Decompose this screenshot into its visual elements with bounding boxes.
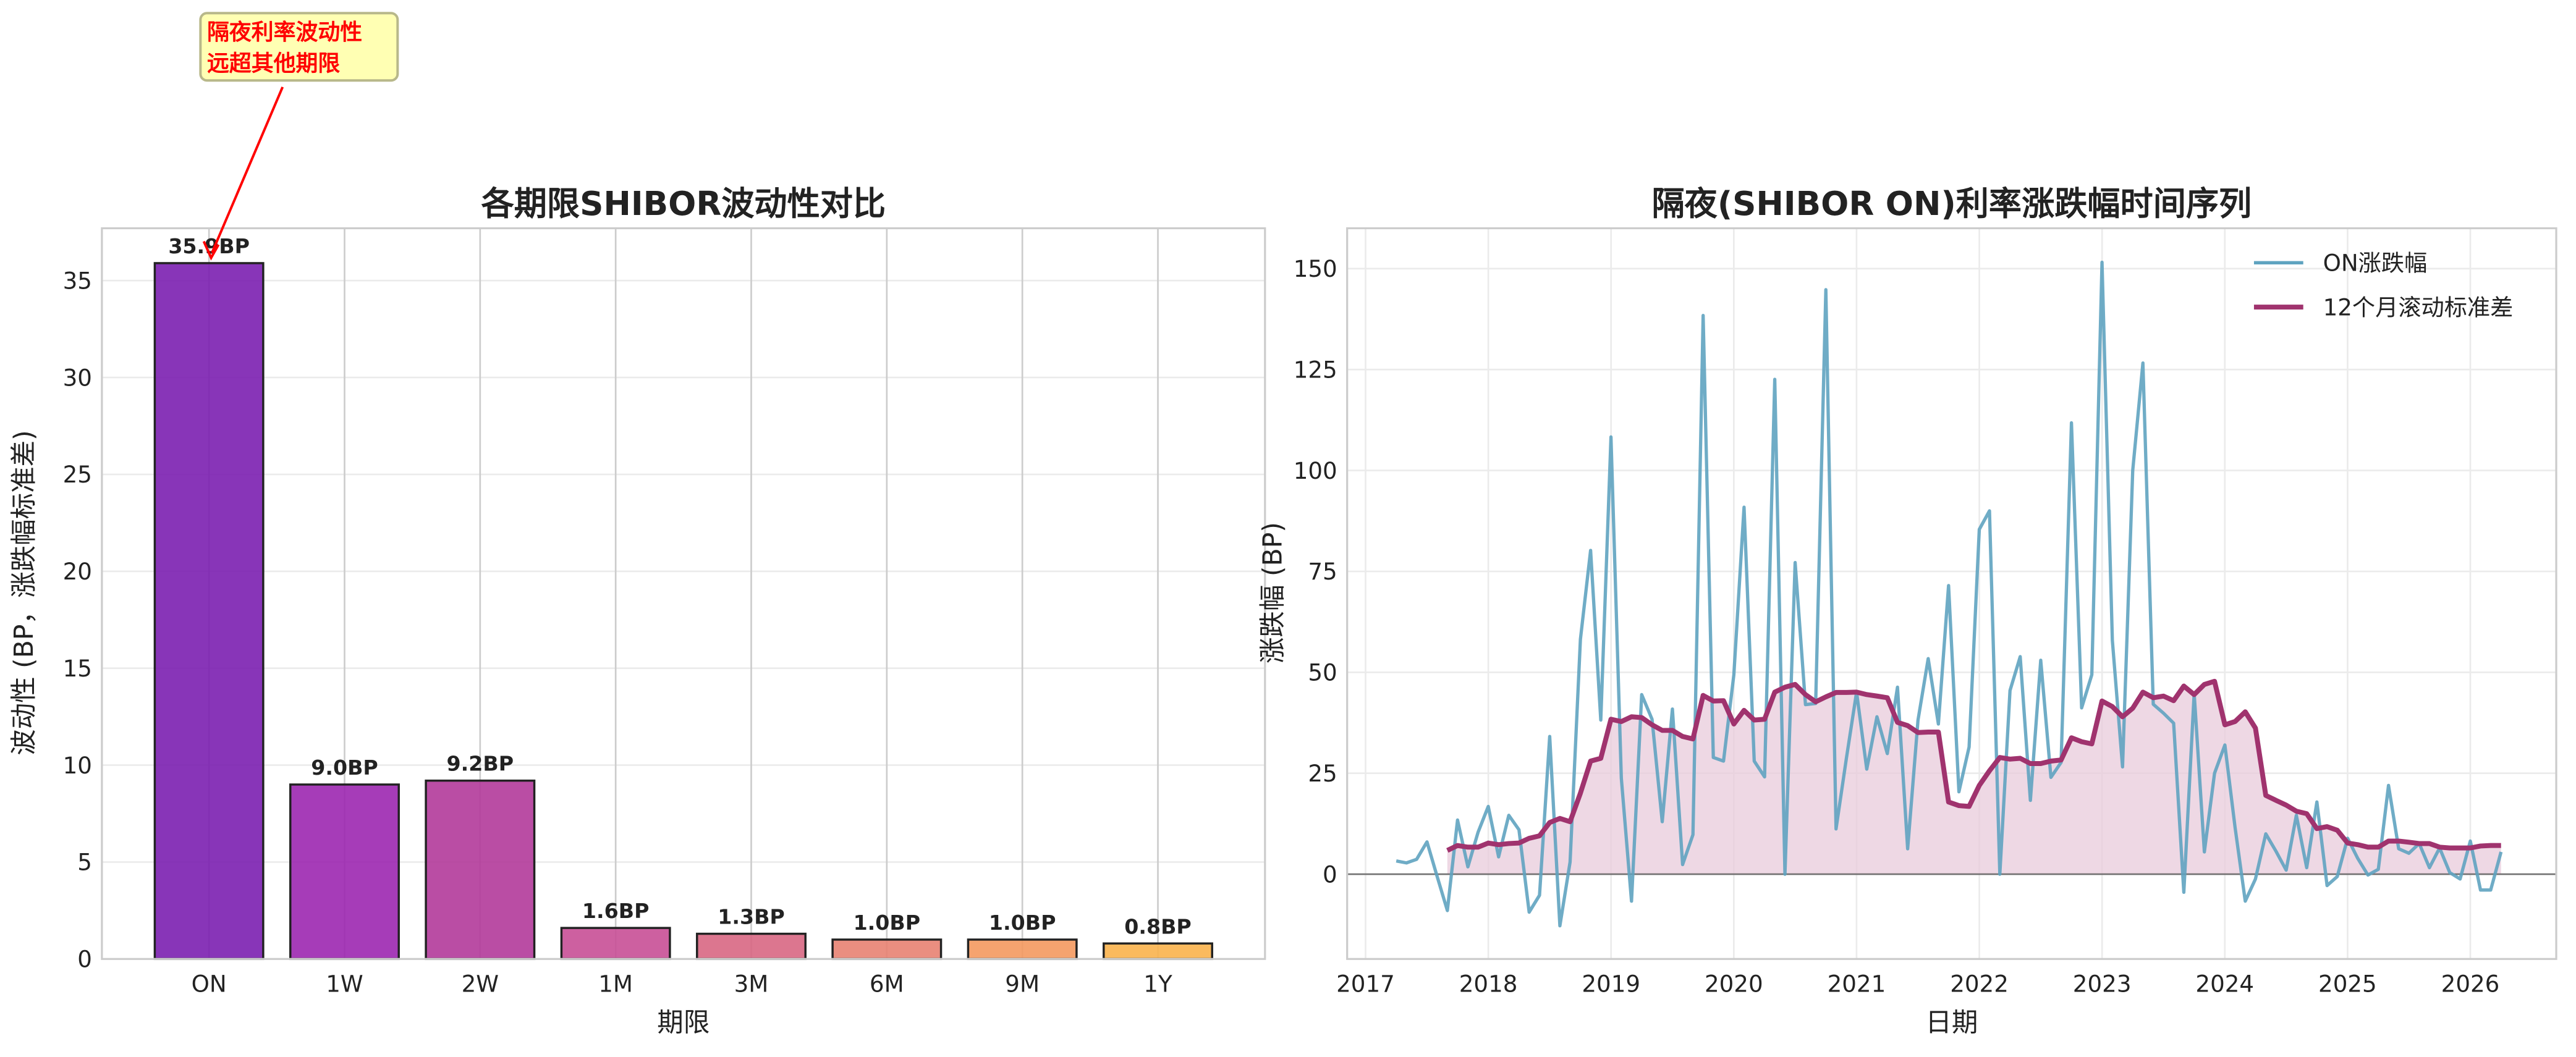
legend-label-on-change: ON涨跌幅 [2323,250,2428,277]
bar-value-label: 1.0BP [989,911,1056,935]
y-tick-label: 30 [63,364,92,391]
x-tick-label: 2025 [2318,970,2377,997]
line-chart-frame [1346,227,2557,960]
bar-value-label: 1.0BP [854,911,921,935]
bar-value-label: 9.0BP [311,756,378,780]
bar-1m [560,927,671,961]
line-chart-ticks: 0 25 50 75 100 125 150 2017 2018 2019 2020 2021 2022… [1294,255,2500,997]
annotation-arrow [211,86,284,254]
x-tick-label: 6M [870,970,904,997]
x-tick-label: 2021 [1828,970,1886,997]
bar-chart-ylabel: 波动性 (BP，涨跌幅标准差) [9,430,40,756]
x-tick-label: 2018 [1459,970,1518,997]
annotation-line-2: 远超其他期限 [207,51,340,76]
y-tick-label: 100 [1294,457,1337,484]
y-tick-label: 50 [1308,659,1337,686]
series-line-rolling-std [1446,678,2501,853]
rolling-std-fill [1447,681,2501,875]
annotation-box [199,12,399,82]
bar-chart-title: 各期限SHIBOR波动性对比 [481,185,886,223]
bar-3m [696,932,807,961]
line-chart: 0 25 50 75 100 125 150 2017 2018 2019 2020 2021 2022… [1258,185,2557,1038]
y-tick-label: 150 [1294,255,1337,282]
line-chart-title: 隔夜(SHIBOR ON)利率涨跌幅时间序列 [1652,185,2252,223]
y-tick-label: 35 [63,267,92,294]
annotation: 隔夜利率波动性 远超其他期限 [199,12,399,261]
bar-chart-ticks: 0510152025303535.9BPON9.0BP1W9.2BP2W1.6B… [63,234,1192,997]
x-tick-label: 2023 [2073,970,2132,997]
line-chart-xlabel: 日期 [1925,1008,1978,1038]
x-tick-label: ON [192,970,227,997]
x-tick-label: 2019 [1582,970,1640,997]
bar-9m [967,938,1078,961]
legend: ON涨跌幅 12个月滚动标准差 [2253,250,2514,321]
x-tick-label: 2026 [2441,970,2500,997]
bar-1w [289,783,400,961]
x-tick-label: 1W [326,970,363,997]
bar-on [153,262,265,961]
line-chart-ylabel: 涨跌幅 (BP) [1258,522,1288,663]
bar-chart-grid [101,228,1265,960]
bar-value-label: 0.8BP [1124,914,1192,938]
x-tick-label: 9M [1005,970,1040,997]
y-tick-label: 5 [77,849,92,876]
y-tick-label: 10 [63,752,92,779]
y-tick-label: 75 [1308,558,1337,585]
x-tick-label: 1M [598,970,633,997]
x-tick-label: 2024 [2195,970,2254,997]
annotation-arrowhead [202,240,220,261]
y-tick-label: 20 [63,558,92,585]
series-line-on-change [1396,260,2503,928]
y-tick-label: 0 [77,946,92,973]
bar-chart: 0510152025303535.9BPON9.0BP1W9.2BP2W1.6B… [9,12,1266,1038]
y-tick-label: 15 [63,655,92,682]
bar-chart-frame [101,227,1266,960]
bar-value-label: 1.6BP [582,899,650,923]
bar-6m [831,938,943,961]
bar-value-label: 1.3BP [718,905,785,929]
x-tick-label: 2020 [1705,970,1763,997]
y-tick-label: 125 [1294,356,1337,383]
bar-value-label: 9.2BP [447,752,514,776]
legend-label-rolling-std: 12个月滚动标准差 [2323,293,2514,321]
y-tick-label: 0 [1323,861,1337,888]
x-tick-label: 2017 [1336,970,1395,997]
x-tick-label: 1Y [1143,970,1172,997]
bar-chart-xlabel: 期限 [657,1008,710,1038]
annotation-line-1: 隔夜利率波动性 [207,20,362,45]
bar-2w [425,779,536,961]
x-tick-label: 2W [462,970,499,997]
y-tick-label: 25 [1308,760,1337,787]
bar-1y [1103,942,1213,961]
x-tick-label: 3M [734,970,769,997]
x-tick-label: 2022 [1950,970,2009,997]
bar-series [153,262,1213,961]
y-tick-label: 25 [63,461,92,488]
